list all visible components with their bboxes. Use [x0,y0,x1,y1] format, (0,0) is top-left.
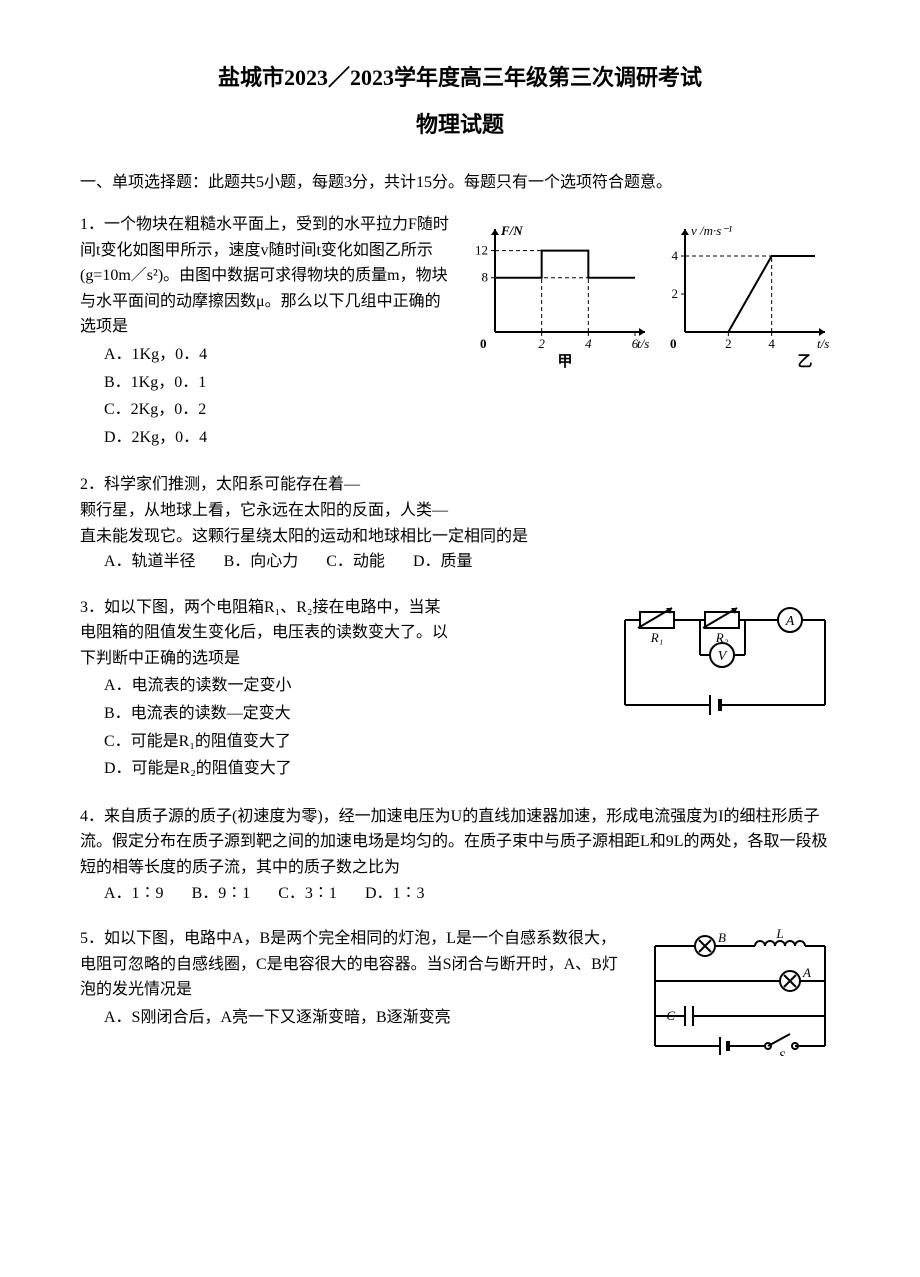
q3-optB: B．电流表的读数—定变大 [104,701,600,727]
exam-subtitle: 物理试题 [80,107,840,142]
svg-text:L: L [775,926,783,941]
svg-text:V: V [718,649,728,664]
svg-text:R₁: R₁ [650,630,663,645]
q3-optD: D．可能是R₂的阻值变大了 [104,756,600,782]
svg-text:S: S [779,1048,786,1056]
q2-line3: 直未能发现它。这颗行星绕太阳的运动和地球相比一定相同的是 [80,524,840,550]
svg-text:t/s: t/s [817,336,829,351]
q2-optC: C．动能 [326,553,385,570]
q2-optB: B．向心力 [224,553,299,570]
svg-text:F/N: F/N [500,223,523,238]
q3-line1: 3．如以下图，两个电阻箱R₁、R₂接在电路中，当某 [80,595,600,621]
q4-text: 4．来自质子源的质子(初速度为零)，经一加速电压为U的直线加速器加速，形成电流强… [80,804,840,881]
question-2: 2．科学家们推测，太阳系可能存在着— 颗行星，从地球上看，它永远在太阳的反面，人… [80,472,840,574]
question-5: B L A C S 5．如以下图，电路中A，B是两个完全相同的灯泡，L是一个自感系数很大… [80,926,840,1056]
svg-text:2: 2 [725,336,732,351]
q5-figure: B L A C S [640,926,840,1056]
exam-title: 盐城市2023／2023学年度高三年级第三次调研考试 [80,60,840,95]
svg-text:A: A [802,965,811,980]
svg-text:12: 12 [475,243,488,258]
q4-optC: C．3∶1 [278,885,337,902]
svg-text:C: C [666,1008,675,1023]
svg-text:0: 0 [670,336,677,351]
svg-text:甲: 甲 [557,353,572,370]
q3-optC: C．可能是R₁的阻值变大了 [104,729,600,755]
q1-optB: B．1Kg，0．1 [104,370,450,396]
q4-optB: B．9∶1 [192,885,251,902]
svg-text:8: 8 [482,270,489,285]
question-3: R₁R₂AV 3．如以下图，两个电阻箱R₁、R₂接在电路中，当某 电阻箱的阻值发… [80,595,840,784]
q1-options: A．1Kg，0．4 B．1Kg，0．1 C．2Kg，0．2 D．2Kg，0．4 [104,342,450,450]
svg-text:A: A [785,614,795,629]
svg-text:4: 4 [585,336,592,351]
q3-options: A．电流表的读数一定变小 B．电流表的读数—定变大 C．可能是R₁的阻值变大了 … [104,673,600,781]
q1-text: 1．一个物块在粗糙水平面上，受到的水平拉力F随时间t变化如图甲所示，速度v随时间… [80,212,450,340]
q5-text: 5．如以下图，电路中A，B是两个完全相同的灯泡，L是一个自感系数很大，电阻可忽略… [80,926,630,1003]
svg-text:2: 2 [538,336,545,351]
svg-text:4: 4 [672,248,679,263]
svg-text:0: 0 [480,336,487,351]
q1-figures: 2468120F/Nt/s甲24240v /m·s⁻¹t/s乙 [460,212,840,382]
svg-text:4: 4 [768,336,775,351]
svg-text:t/s: t/s [637,336,649,351]
q2-optD: D．质量 [413,553,473,570]
q1-optA: A．1Kg，0．4 [104,342,450,368]
q4-optD: D．1∶3 [365,885,425,902]
section-intro: 一、单项选择题：此题共5小题，每题3分，共计15分。每题只有一个选项符合题意。 [80,170,840,196]
q1-optD: D．2Kg，0．4 [104,425,450,451]
q4-options: A．1∶9 B．9∶1 C．3∶1 D．1∶3 [104,881,840,907]
q5-options: A．S刚闭合后，A亮一下又逐渐变暗，B逐渐变亮 [104,1005,630,1031]
svg-text:2: 2 [672,286,679,301]
q2-options: A．轨道半径 B．向心力 C．动能 D．质量 [104,549,840,575]
q1-optC: C．2Kg，0．2 [104,397,450,423]
question-1: 2468120F/Nt/s甲24240v /m·s⁻¹t/s乙 1．一个物块在粗… [80,212,840,452]
question-4: 4．来自质子源的质子(初速度为零)，经一加速电压为U的直线加速器加速，形成电流强… [80,804,840,906]
svg-text:乙: 乙 [797,354,812,370]
q5-optA: A．S刚闭合后，A亮一下又逐渐变暗，B逐渐变亮 [104,1005,630,1031]
svg-text:B: B [718,930,726,945]
q3-line3: 下判断中正确的选项是 [80,646,600,672]
svg-text:v /m·s⁻¹: v /m·s⁻¹ [691,223,732,238]
q3-optA: A．电流表的读数一定变小 [104,673,600,699]
q3-line2: 电阻箱的阻值发生变化后，电压表的读数变大了。以 [80,620,600,646]
q4-optA: A．1∶9 [104,885,164,902]
q2-line1: 2．科学家们推测，太阳系可能存在着— [80,472,840,498]
q2-line2: 颗行星，从地球上看，它永远在太阳的反面，人类— [80,498,840,524]
q3-figure: R₁R₂AV [610,595,840,725]
q2-optA: A．轨道半径 [104,553,196,570]
